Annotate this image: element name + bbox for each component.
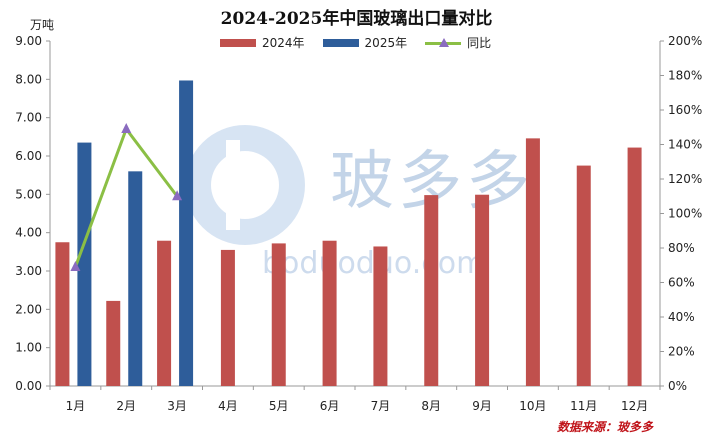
- legend-swatch-2025: [322, 38, 359, 47]
- bar-2024: [157, 240, 172, 386]
- x-tick-label: 6月: [320, 399, 340, 413]
- y-tick-label-right: 60%: [668, 276, 695, 290]
- legend-label-2025: 2025年: [364, 36, 408, 50]
- bar-2024: [322, 240, 337, 386]
- y-tick-label-left: 5.00: [15, 187, 42, 201]
- y-tick-label-left: 0.00: [15, 379, 42, 393]
- legend-item-yoy: 同比: [425, 34, 491, 51]
- bar-2024: [576, 165, 591, 386]
- bar-2024: [55, 242, 70, 386]
- bar-2025: [128, 171, 143, 386]
- y-tick-label-left: 2.00: [15, 302, 42, 316]
- y-tick-label-left: 1.00: [15, 341, 42, 355]
- y-tick-label-right: 180%: [668, 69, 702, 83]
- source-note: 数据来源：玻多多: [556, 420, 653, 434]
- legend-label-yoy: 同比: [467, 36, 492, 50]
- legend-swatch-yoy: [425, 37, 462, 48]
- x-tick-label: 10月: [519, 399, 546, 413]
- bar-2025: [179, 80, 194, 386]
- x-tick-label: 8月: [421, 399, 441, 413]
- x-tick-label: 7月: [371, 399, 391, 413]
- bar-2024: [271, 243, 286, 386]
- x-tick-label: 11月: [570, 399, 597, 413]
- x-tick-label: 9月: [472, 399, 492, 413]
- watermark-logo-icon: [185, 125, 305, 245]
- y-tick-label-right: 20%: [668, 345, 695, 359]
- yoy-point: [121, 122, 132, 133]
- y-tick-label-left: 3.00: [15, 264, 42, 278]
- bar-2024: [525, 138, 540, 386]
- bar-2024: [627, 147, 642, 386]
- bar-2024: [220, 249, 235, 386]
- y-tick-label-left: 6.00: [15, 149, 42, 163]
- x-tick-label: 2月: [116, 399, 136, 413]
- x-tick-label: 5月: [269, 399, 289, 413]
- y-tick-label-left: 9.00: [15, 34, 42, 48]
- y-axis-unit-label: 万吨: [30, 18, 55, 32]
- x-tick-label: 1月: [66, 399, 86, 413]
- y-tick-label-left: 8.00: [15, 72, 42, 86]
- bar-2025: [77, 142, 92, 386]
- legend: 2024年 2025年 同比: [220, 34, 491, 51]
- x-tick-label: 3月: [167, 399, 187, 413]
- y-tick-label-left: 4.00: [15, 226, 42, 240]
- y-tick-label-right: 100%: [668, 207, 702, 221]
- y-tick-label-right: 40%: [668, 310, 695, 324]
- legend-item-2024: 2024年: [220, 34, 305, 51]
- legend-swatch-2024: [220, 38, 256, 47]
- yoy-point: [70, 260, 81, 271]
- bar-2024: [475, 194, 490, 386]
- bar-2024: [106, 300, 121, 386]
- y-tick-label-left: 7.00: [15, 111, 42, 125]
- y-tick-label-right: 0%: [668, 379, 687, 393]
- x-tick-label: 4月: [218, 399, 238, 413]
- yoy-point: [172, 190, 183, 201]
- y-tick-label-right: 200%: [668, 34, 702, 48]
- chart-title: 2024-2025年中国玻璃出口量对比: [220, 9, 493, 29]
- bar-2024: [373, 246, 388, 386]
- y-tick-label-right: 140%: [668, 138, 702, 152]
- y-tick-label-right: 80%: [668, 241, 695, 255]
- legend-label-2024: 2024年: [262, 36, 305, 50]
- legend-item-2025: 2025年: [322, 34, 408, 51]
- y-tick-label-right: 120%: [668, 172, 702, 186]
- bar-2024: [424, 195, 439, 386]
- y-tick-label-right: 160%: [668, 103, 702, 117]
- x-tick-label: 12月: [621, 399, 648, 413]
